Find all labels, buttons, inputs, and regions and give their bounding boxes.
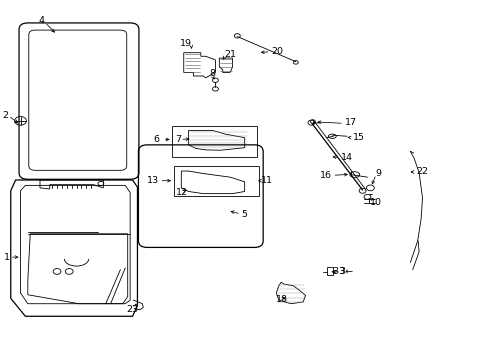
Text: 22: 22 [415, 167, 427, 176]
Text: 3: 3 [331, 267, 338, 276]
Bar [171, 126, 256, 157]
Text: 14: 14 [341, 153, 352, 162]
Text: 18: 18 [276, 294, 288, 303]
Text: 7: 7 [175, 135, 181, 144]
Text: 20: 20 [271, 47, 283, 56]
Text: 13: 13 [147, 176, 159, 185]
Text: 17: 17 [345, 118, 356, 127]
Text: 9: 9 [374, 169, 381, 178]
Text: 15: 15 [352, 133, 364, 142]
Text: 4: 4 [39, 16, 44, 25]
Text: 8: 8 [209, 69, 215, 78]
Text: 11: 11 [260, 176, 272, 185]
Text: 5: 5 [241, 210, 247, 219]
Bar [174, 166, 259, 196]
Bar [326, 267, 332, 275]
Text: 6: 6 [154, 135, 160, 144]
Text: 12: 12 [175, 188, 187, 197]
Text: 19: 19 [180, 39, 192, 48]
Text: 23: 23 [126, 305, 139, 314]
Text: 1: 1 [4, 253, 10, 262]
Text: 3←: 3← [339, 267, 353, 276]
Text: 16: 16 [320, 171, 331, 180]
Text: 3: 3 [338, 267, 344, 276]
Text: 2: 2 [2, 111, 8, 120]
Text: 21: 21 [224, 50, 236, 59]
Text: 10: 10 [369, 198, 382, 207]
